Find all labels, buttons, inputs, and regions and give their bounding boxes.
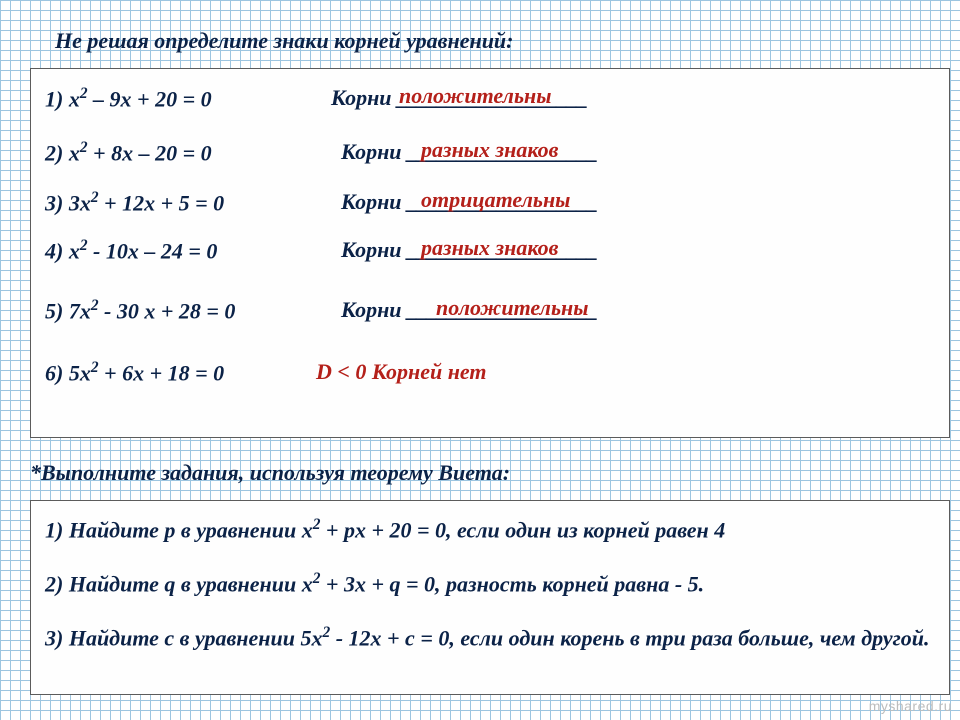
answer-text: положительны [399, 83, 551, 109]
equation-row: 2) x2 + 8x – 20 = 0Корни _______________… [31, 139, 949, 179]
watermark: myshared.ru [869, 698, 952, 714]
answer-text: разных знаков [421, 137, 559, 163]
task-item: 3) Найдите c в уравнении 5x2 - 12x + c =… [45, 623, 935, 653]
equation: 1) x2 – 9x + 20 = 0 [45, 85, 212, 112]
section-title-2: *Выполните задания, используя теорему Ви… [30, 460, 510, 486]
no-roots-text: D < 0 Корней нет [316, 359, 487, 385]
equations-box: 1) x2 – 9x + 20 = 0Корни _______________… [30, 68, 950, 438]
equation: 5) 7x2 - 30 x + 28 = 0 [45, 297, 235, 324]
equation-row: 4) x2 - 10x – 24 = 0Корни ______________… [31, 237, 949, 277]
section-title: Не решая определите знаки корней уравнен… [55, 28, 514, 54]
task-item: 2) Найдите q в уравнении x2 + 3x + q = 0… [45, 569, 935, 599]
equation-row: 1) x2 – 9x + 20 = 0Корни _______________… [31, 85, 949, 125]
task-item: 1) Найдите p в уравнении x2 + px + 20 = … [45, 515, 935, 545]
equation-row: 6) 5x2 + 6x + 18 = 0 D < 0 Корней нет [31, 359, 949, 399]
answer-text: отрицательны [421, 187, 570, 213]
equation-row: 3) 3x2 + 12x + 5 = 0Корни ______________… [31, 189, 949, 229]
answer-text: разных знаков [421, 235, 559, 261]
equation: 4) x2 - 10x – 24 = 0 [45, 237, 217, 264]
equation-row: 5) 7x2 - 30 x + 28 = 0Корни ____________… [31, 297, 949, 337]
equation: 2) x2 + 8x – 20 = 0 [45, 139, 212, 166]
equation: 3) 3x2 + 12x + 5 = 0 [45, 189, 224, 216]
tasks-box: 1) Найдите p в уравнении x2 + px + 20 = … [30, 500, 950, 695]
equation: 6) 5x2 + 6x + 18 = 0 [45, 359, 224, 386]
answer-text: положительны [436, 295, 588, 321]
